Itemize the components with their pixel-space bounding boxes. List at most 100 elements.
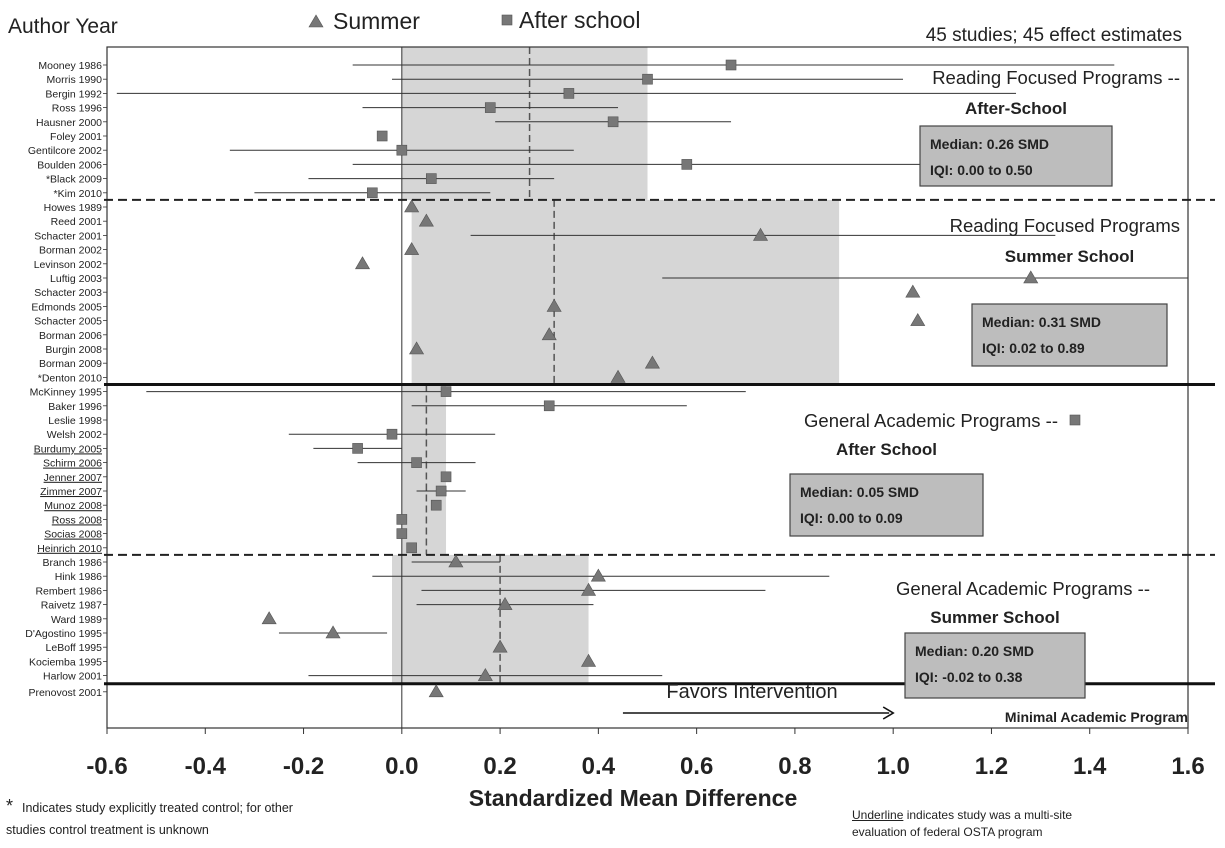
footnote-control-line1: Indicates study explicitly treated contr… (22, 801, 293, 815)
study-point-triangle (497, 597, 513, 610)
study-point-triangle (448, 554, 464, 568)
stats-box-2 (789, 473, 984, 537)
x-tick-label: 0.0 (385, 753, 418, 780)
median-label-3: Median: 0.20 SMD (915, 643, 1034, 659)
study-label: Harlow 2001 (43, 671, 102, 683)
x-tick-label: 0.8 (778, 753, 811, 780)
study-label: Borman 2006 (39, 330, 102, 342)
study-point-square (543, 400, 555, 412)
plot-frame (106, 46, 1189, 729)
study-label: Burgin 2008 (45, 344, 102, 356)
favors-intervention-label: Favors Intervention (666, 681, 837, 703)
study-point-triangle (409, 341, 425, 355)
x-axis-label: Standardized Mean Difference (469, 785, 797, 811)
study-count-label: 45 studies; 45 effect estimates (926, 25, 1182, 46)
study-label: Raivetz 1987 (41, 600, 102, 612)
study-point-square (396, 144, 408, 156)
stats-box-0 (919, 125, 1113, 187)
study-label: Baker 1996 (48, 401, 102, 413)
study-label: Schacter 2001 (34, 230, 102, 242)
study-point-triangle (477, 668, 493, 681)
study-point-triangle (404, 199, 420, 213)
x-tick-label: -0.6 (86, 753, 127, 780)
study-point-square (430, 499, 442, 511)
study-point-triangle (581, 582, 597, 596)
study-label: Gentilcore 2002 (28, 145, 102, 157)
study-point-square (484, 102, 496, 113)
x-tick-label: 1.4 (1073, 753, 1107, 780)
study-point-square (386, 428, 398, 440)
study-point-triangle (1023, 270, 1039, 284)
study-label: Welsh 2002 (47, 429, 102, 441)
study-point-triangle (354, 256, 371, 270)
study-label: Kociemba 1995 (29, 656, 102, 668)
footnote-underline-rest: indicates study was a multi-site (903, 808, 1073, 822)
study-point-triangle (404, 242, 420, 255)
study-label: *Black 2009 (46, 174, 102, 186)
iqi-label-0: IQI: 0.00 to 0.50 (930, 162, 1033, 178)
footnote-asterisk: * (6, 796, 13, 817)
study-point-square (642, 73, 653, 85)
study-label: Prenovost 2001 (28, 687, 102, 699)
stats-box-1 (971, 303, 1168, 367)
study-label: Schirm 2006 (43, 458, 102, 470)
group-title-0: Reading Focused Programs -- (932, 67, 1180, 88)
study-label: Mooney 1986 (38, 60, 102, 72)
footnote-underline-word: Underline (852, 808, 904, 822)
iqi-label-3: IQI: -0.02 to 0.38 (915, 669, 1023, 685)
study-label: Hink 1986 (55, 571, 102, 583)
study-label: Socias 2008 (44, 529, 102, 541)
study-label: Howes 1989 (44, 202, 103, 214)
header-author-year: Author Year (8, 15, 118, 38)
group-subtitle-2: After School (836, 440, 937, 459)
x-tick-label: 0.4 (582, 753, 616, 780)
study-label: LeBoff 1995 (46, 642, 103, 654)
study-label: Foley 2001 (50, 131, 102, 143)
group-subtitle-1: Summer School (1005, 247, 1134, 266)
study-point-square (396, 514, 408, 525)
footnote-underline-line2: evaluation of federal OSTA program (852, 825, 1043, 839)
study-label: Boulden 2006 (37, 159, 102, 171)
study-label: Ross 1996 (52, 103, 102, 115)
median-label-2: Median: 0.05 SMD (800, 484, 919, 500)
study-label: Branch 1986 (42, 557, 102, 569)
x-tick-label: 1.0 (876, 753, 909, 780)
study-label: Morris 1990 (47, 74, 103, 86)
study-label: D'Agostino 1995 (25, 628, 102, 640)
study-point-triangle (492, 639, 508, 653)
study-label: Heinrich 2010 (37, 543, 102, 555)
study-point-triangle (644, 355, 660, 369)
study-point-square (563, 88, 575, 99)
study-point-triangle (590, 568, 606, 582)
study-label: Borman 2009 (39, 358, 102, 370)
study-point-square (376, 130, 388, 142)
study-label: Ross 2008 (52, 514, 102, 526)
study-point-triangle (541, 327, 557, 341)
study-point-triangle (418, 213, 434, 227)
study-point-square (725, 59, 737, 71)
study-point-square (1069, 414, 1081, 426)
study-point-square (396, 528, 408, 539)
median-label-0: Median: 0.26 SMD (930, 136, 1049, 152)
study-point-square (440, 386, 452, 397)
study-point-square (425, 173, 437, 184)
study-point-triangle (261, 611, 277, 625)
footnote-star: * (6, 796, 14, 816)
study-point-triangle (325, 625, 341, 639)
legend-after-school-label: After school (519, 7, 640, 33)
study-label: Munoz 2008 (44, 500, 102, 512)
study-point-triangle (610, 369, 626, 383)
iqi-band-2 (401, 384, 447, 555)
iqi-band-1 (411, 199, 840, 385)
study-label: Luftig 2003 (50, 273, 102, 285)
study-label: *Denton 2010 (38, 372, 102, 384)
study-point-triangle (546, 298, 562, 312)
iqi-band-0 (401, 47, 648, 200)
study-label: Hausner 2000 (36, 117, 102, 129)
group-title-3: General Academic Programs -- (896, 578, 1150, 599)
x-tick-label: -0.4 (185, 753, 227, 780)
study-label: Schacter 2003 (34, 287, 102, 299)
study-label: Ward 1989 (51, 614, 102, 626)
group-subtitle-0: After-School (965, 99, 1067, 118)
x-tick-label: 1.6 (1171, 753, 1204, 780)
